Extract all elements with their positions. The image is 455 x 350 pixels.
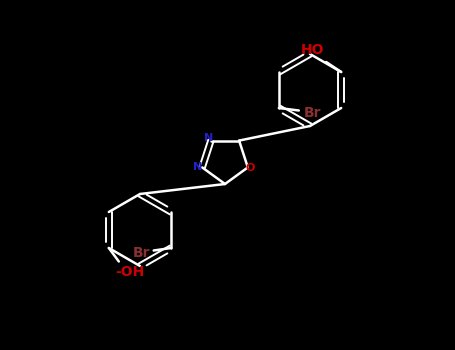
Text: O: O xyxy=(246,163,255,173)
Text: N: N xyxy=(204,133,213,143)
Text: HO: HO xyxy=(300,43,324,57)
Text: Br: Br xyxy=(303,106,321,120)
Text: N: N xyxy=(192,162,202,173)
Text: Br: Br xyxy=(132,246,150,260)
Text: -OH: -OH xyxy=(115,266,144,280)
